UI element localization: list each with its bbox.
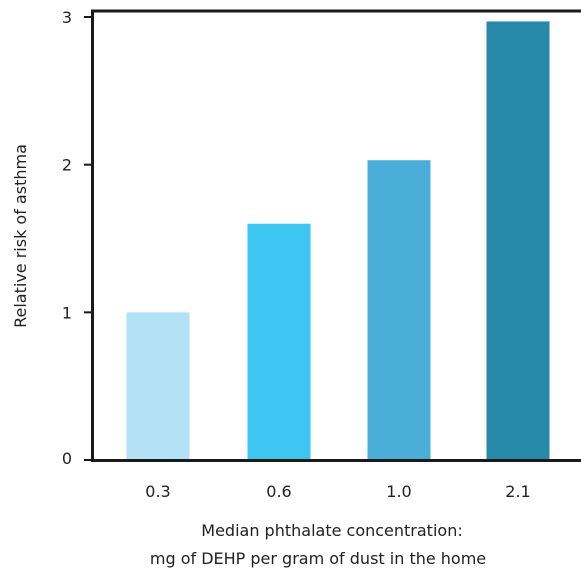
x-ticks-group: 0.3 0.6 1.0 2.1 (145, 482, 530, 501)
bars-group (126, 21, 550, 461)
bar-0.6 (247, 223, 311, 460)
y-tick-label: 3 (62, 8, 72, 27)
x-tick-label: 0.3 (145, 482, 170, 501)
x-tick-label: 2.1 (505, 482, 530, 501)
x-axis-title-line2: mg of DEHP per gram of dust in the home (150, 549, 486, 568)
x-tick-label: 0.6 (266, 482, 291, 501)
y-ticks-group: 0 1 2 3 (62, 8, 92, 468)
y-tick-label: 0 (62, 449, 72, 468)
y-tick-label: 1 (62, 303, 72, 322)
bar-0.3 (126, 312, 190, 460)
bar-1.0 (367, 160, 431, 460)
y-axis-title: Relative risk of asthma (11, 144, 30, 328)
x-axis-title-line1: Median phthalate concentration: (201, 521, 462, 540)
x-tick-label: 1.0 (386, 482, 411, 501)
bar-2.1 (486, 21, 550, 461)
y-tick-label: 2 (62, 156, 72, 175)
